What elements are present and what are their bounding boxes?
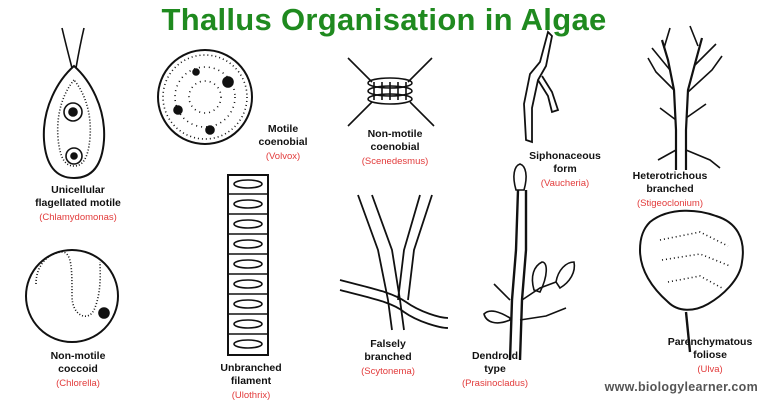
label-unbranched-filament: Unbranched filament (Ulothrix)	[206, 362, 296, 402]
label-parenchymatous-foliose: Parenchymatous foliose (Ulva)	[654, 336, 766, 376]
label-non-motile-coccoid: Non-motile coccoid (Chlorella)	[28, 350, 128, 390]
item-scientific-name: (Chlamydomonas)	[39, 212, 117, 223]
volvox-drawing	[158, 50, 252, 144]
label-motile-coenobial: Motile coenobial (Volvox)	[238, 123, 328, 163]
label-non-motile-coenobial: Non-motile coenobial (Scenedesmus)	[345, 128, 445, 168]
page-title: Thallus Organisation in Algae	[161, 2, 607, 37]
item-scientific-name: (Scenedesmus)	[361, 156, 429, 167]
chlorella-drawing	[26, 250, 118, 342]
label-siphonaceous-form: Siphonaceous form (Vaucheria)	[515, 150, 615, 190]
ulva-drawing	[640, 211, 743, 352]
scytonema-drawing	[340, 195, 448, 330]
item-name: Heterotrichous branched	[632, 170, 708, 195]
item-scientific-name: (Scytonema)	[361, 366, 415, 377]
item-name: Unicellular flagellated motile	[35, 184, 121, 209]
stigeoclonium-drawing	[648, 26, 722, 170]
item-name: Non-motile coccoid	[50, 350, 106, 375]
item-scientific-name: (Vaucheria)	[540, 178, 590, 189]
chlamydomonas-drawing	[44, 28, 104, 178]
item-name: Non-motile coenobial	[367, 128, 423, 153]
item-scientific-name: (Chlorella)	[56, 378, 100, 389]
item-name: Falsely branched	[364, 338, 412, 363]
item-name: Dendroid type	[471, 350, 519, 375]
scenedesmus-drawing	[348, 58, 434, 126]
label-unicellular-flagellated-motile: Unicellular flagellated motile (Chlamydo…	[14, 184, 142, 224]
ulothrix-drawing	[228, 175, 268, 355]
item-scientific-name: (Ulva)	[697, 364, 723, 375]
item-name: Unbranched filament	[220, 362, 282, 387]
item-scientific-name: (Volvox)	[265, 151, 301, 162]
item-scientific-name: (Stigeoclonium)	[637, 198, 703, 209]
label-falsely-branched: Falsely branched (Scytonema)	[343, 338, 433, 378]
item-scientific-name: (Prasinocladus)	[462, 378, 528, 389]
prasinocladus-drawing	[484, 164, 574, 360]
label-dendroid-type: Dendroid type (Prasinocladus)	[445, 350, 545, 390]
label-heterotrichous-branched: Heterotrichous branched (Stigeoclonium)	[614, 170, 726, 210]
item-name: Siphonaceous form	[529, 150, 601, 175]
item-name: Parenchymatous foliose	[667, 336, 753, 361]
vaucheria-drawing	[524, 32, 558, 142]
item-name: Motile coenobial	[258, 123, 308, 148]
website-footer: www.biologylearner.com	[604, 380, 758, 394]
item-scientific-name: (Ulothrix)	[231, 390, 271, 401]
